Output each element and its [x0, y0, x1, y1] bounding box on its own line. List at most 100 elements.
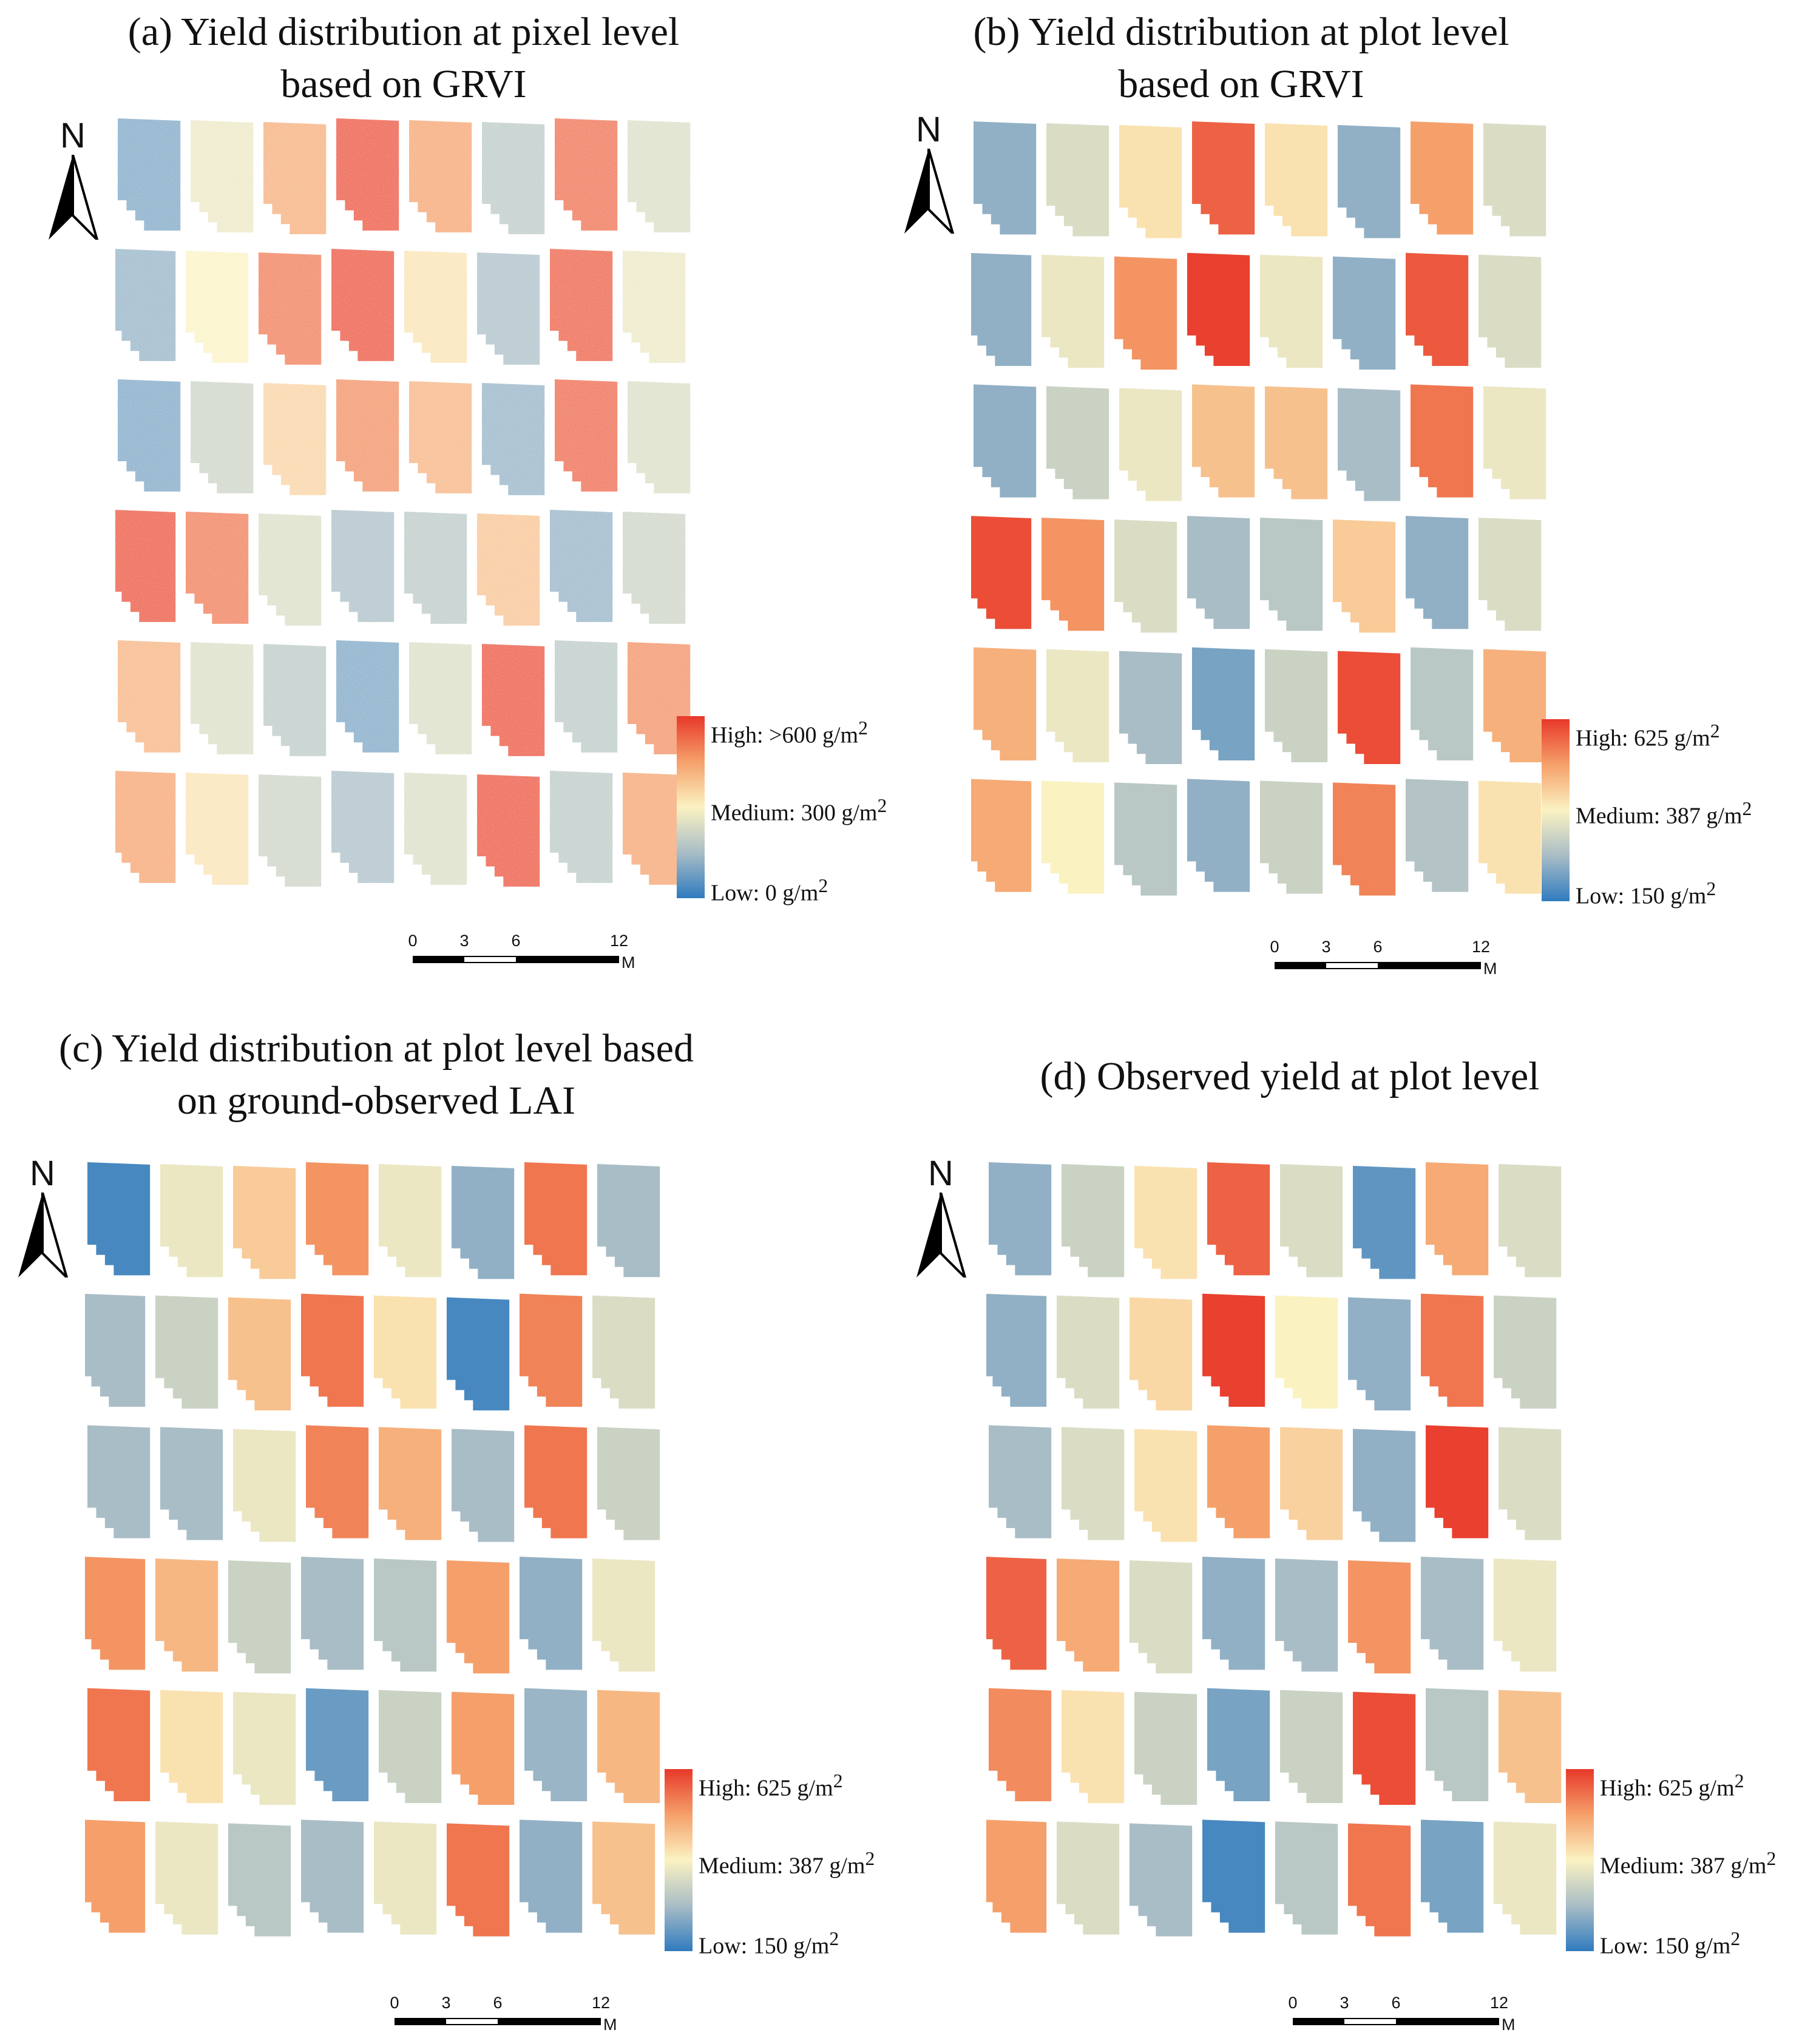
scale-bar-segment — [1293, 2018, 1344, 2025]
plot-cell — [83, 1293, 146, 1407]
plot-cell — [1426, 1162, 1489, 1276]
plot-cell — [1479, 518, 1542, 631]
plot-cell — [87, 1425, 151, 1538]
scale-bar-tick: 3 — [1340, 1994, 1349, 2012]
plot-grid-a — [113, 118, 698, 901]
plot-cell — [1348, 1823, 1411, 1937]
scale-bar-a: 0 3 6 12 M — [408, 932, 643, 972]
plot-map-svg — [984, 1162, 1562, 1937]
scale-bar-segment — [1378, 962, 1481, 969]
scale-bar-tick: 6 — [1391, 1994, 1401, 2012]
plot-cell — [1207, 1425, 1270, 1538]
north-arrow-c: N — [12, 1156, 73, 1278]
north-arrow-b: N — [898, 112, 959, 234]
plot-cell — [1057, 1821, 1120, 1935]
scale-bar-unit: M — [1502, 2015, 1516, 2034]
plot-cell-texture — [263, 383, 327, 495]
plot-cell — [87, 1688, 151, 1801]
plot-cell — [1333, 782, 1396, 896]
plot-cell — [1119, 125, 1182, 239]
plot-cell-texture — [331, 249, 395, 361]
plot-cell — [1421, 1819, 1484, 1933]
plot-cell — [452, 1691, 515, 1805]
plot-cell — [1192, 647, 1255, 760]
plot-cell-texture — [331, 771, 395, 883]
scale-bar-segment — [395, 2018, 446, 2025]
plot-cell — [1280, 1690, 1343, 1803]
plot-cell — [228, 1560, 291, 1674]
scale-bar-tick: 3 — [459, 932, 469, 950]
plot-cell-texture — [113, 510, 176, 622]
plot-cell — [301, 1557, 364, 1670]
plot-cell — [1202, 1293, 1265, 1407]
plot-cell — [1207, 1162, 1270, 1276]
plot-cell — [452, 1166, 515, 1279]
legend-color-ramp — [1542, 719, 1570, 901]
plot-cell — [1426, 1688, 1489, 1801]
plot-cell — [1062, 1427, 1125, 1540]
plot-cell — [155, 1821, 218, 1935]
panel-c-title: (c) Yield distribution at plot level bas… — [24, 1023, 728, 1127]
scale-bar-unit: M — [603, 2015, 617, 2034]
plot-cell — [1479, 254, 1542, 368]
scale-bar-tick: 3 — [1321, 938, 1331, 956]
plot-cell — [452, 1429, 515, 1542]
plot-cell — [1134, 1166, 1197, 1279]
plot-cell-texture — [477, 774, 540, 887]
plot-cell — [1499, 1164, 1562, 1278]
plot-cell — [969, 779, 1032, 892]
plot-cell — [301, 1819, 364, 1933]
plot-cell — [374, 1821, 437, 1935]
north-arrow-icon — [904, 149, 955, 234]
plot-cell — [155, 1295, 218, 1409]
north-arrow-d: N — [910, 1156, 971, 1278]
plot-cell — [1348, 1560, 1411, 1674]
plot-cell — [1192, 384, 1255, 498]
scale-bar-c: 0 3 6 12 M — [390, 1994, 625, 2034]
plot-cell — [989, 1425, 1052, 1538]
plot-cell — [1353, 1691, 1416, 1805]
scale-bar-tick: 12 — [609, 932, 629, 950]
legend-color-ramp — [665, 1769, 693, 1951]
plot-cell-texture — [628, 642, 691, 754]
plot-cell-texture — [482, 383, 545, 495]
plot-cell — [984, 1557, 1047, 1670]
plot-cell — [1057, 1295, 1120, 1409]
plot-cell-texture — [186, 773, 249, 885]
plot-cell — [1338, 388, 1401, 501]
plot-cell — [155, 1558, 218, 1672]
plot-cell — [160, 1427, 223, 1540]
scale-bar-segment — [1275, 962, 1326, 969]
plot-cell-texture — [336, 379, 399, 492]
plot-cell-texture — [336, 118, 399, 231]
plot-cell — [87, 1162, 151, 1276]
plot-grid-c — [83, 1162, 668, 1951]
plot-cell — [1499, 1690, 1562, 1803]
panel-b-title-line1: (b) Yield distribution at plot level — [973, 10, 1509, 54]
north-arrow-a: N — [42, 118, 103, 240]
legend-b: High: 625 g/m2 Medium: 387 g/m2 Low: 150… — [1542, 719, 1797, 909]
panel-a-title-line2: based on GRVI — [280, 62, 527, 106]
plot-cell — [301, 1293, 364, 1407]
scale-bar-segment — [1396, 2018, 1499, 2025]
plot-cell — [1265, 649, 1328, 762]
plot-cell-texture — [186, 251, 249, 363]
plot-cell — [1406, 252, 1469, 366]
north-label: N — [916, 110, 941, 149]
legend-c: High: 625 g/m2 Medium: 387 g/m2 Low: 150… — [665, 1769, 920, 1959]
legend-low: Low: 0 g/m2 — [711, 875, 828, 906]
plot-cell — [306, 1688, 369, 1801]
plot-cell — [1406, 516, 1469, 629]
plot-cell — [1046, 649, 1109, 762]
plot-cell — [306, 1425, 369, 1538]
panel-c-title-line2: on ground-observed LAI — [177, 1078, 576, 1123]
scale-bar-tick: 12 — [591, 1994, 611, 2012]
plot-cell — [228, 1823, 291, 1937]
plot-cell — [984, 1293, 1047, 1407]
plot-cell — [1265, 123, 1328, 237]
plot-cell — [1057, 1558, 1120, 1672]
plot-cell — [1187, 516, 1250, 629]
plot-cell-texture — [259, 513, 322, 626]
plot-cell-texture — [550, 510, 613, 622]
scale-bar-segment — [516, 956, 619, 963]
